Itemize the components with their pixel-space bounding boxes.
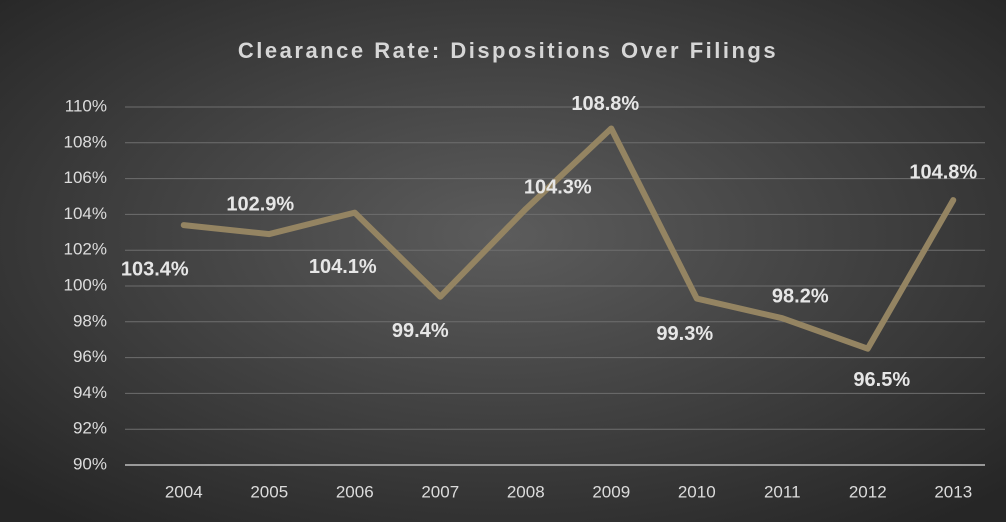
data-label: 99.3% bbox=[656, 323, 713, 345]
y-tick-label: 104% bbox=[64, 204, 107, 223]
y-tick-label: 94% bbox=[73, 383, 107, 402]
data-label: 96.5% bbox=[853, 369, 910, 391]
x-tick-label: 2011 bbox=[764, 482, 801, 501]
x-tick-label: 2006 bbox=[336, 482, 374, 501]
y-tick-label: 106% bbox=[64, 168, 107, 187]
y-tick-label: 110% bbox=[65, 96, 107, 115]
x-tick-label: 2005 bbox=[250, 482, 288, 501]
x-tick-label: 2013 bbox=[934, 482, 972, 501]
x-tick-label: 2007 bbox=[421, 482, 459, 501]
y-tick-label: 98% bbox=[73, 311, 107, 330]
data-label: 98.2% bbox=[772, 286, 829, 308]
data-label: 102.9% bbox=[226, 193, 294, 215]
y-tick-label: 108% bbox=[64, 132, 107, 151]
data-label: 104.8% bbox=[909, 161, 977, 183]
y-tick-label: 90% bbox=[73, 454, 107, 473]
chart-title: Clearance Rate: Dispositions Over Filing… bbox=[238, 38, 778, 63]
y-tick-label: 96% bbox=[73, 347, 107, 366]
y-tick-label: 92% bbox=[73, 419, 107, 438]
x-tick-label: 2012 bbox=[849, 482, 887, 501]
y-tick-label: 102% bbox=[64, 240, 107, 259]
data-label: 103.4% bbox=[121, 258, 189, 280]
x-tick-label: 2010 bbox=[678, 482, 716, 501]
data-line bbox=[180, 125, 957, 352]
x-tick-label: 2004 bbox=[165, 482, 203, 501]
data-label: 104.3% bbox=[524, 176, 592, 198]
data-label: 99.4% bbox=[392, 320, 449, 342]
y-tick-label: 100% bbox=[64, 275, 107, 294]
x-tick-label: 2008 bbox=[507, 482, 545, 501]
x-tick-label: 2009 bbox=[592, 482, 630, 501]
data-label: 104.1% bbox=[309, 256, 377, 278]
data-label: 108.8% bbox=[571, 93, 639, 115]
